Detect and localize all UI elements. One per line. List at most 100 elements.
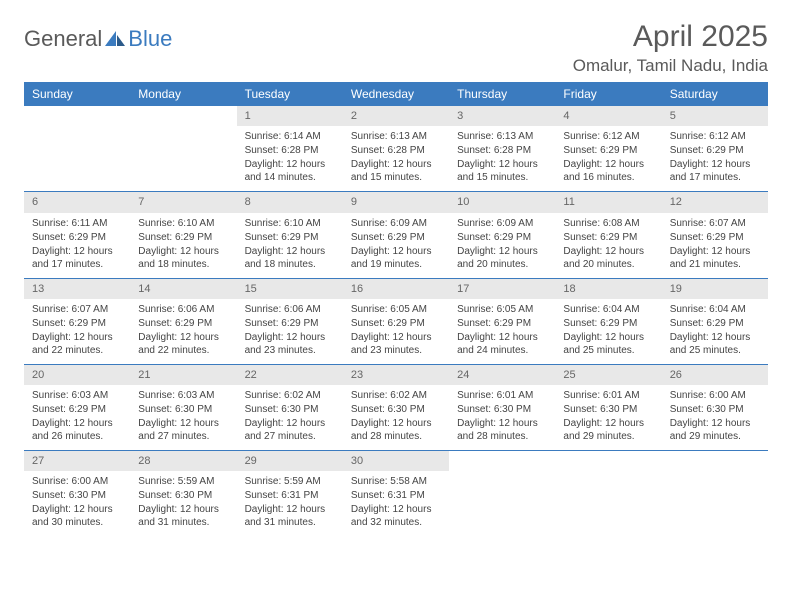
day-body: Sunrise: 6:01 AMSunset: 6:30 PMDaylight:… xyxy=(555,385,661,450)
daylight-line: Daylight: 12 hours and 23 minutes. xyxy=(351,331,441,357)
sunrise-line: Sunrise: 6:13 AM xyxy=(457,130,547,143)
sunset-line: Sunset: 6:29 PM xyxy=(32,403,122,416)
sunrise-line: Sunrise: 6:10 AM xyxy=(138,217,228,230)
weekday-header: Wednesday xyxy=(343,82,449,106)
sunset-line: Sunset: 6:30 PM xyxy=(32,489,122,502)
calendar-empty-cell xyxy=(24,106,130,192)
sunset-line: Sunset: 6:29 PM xyxy=(670,231,760,244)
calendar-day-cell: 22Sunrise: 6:02 AMSunset: 6:30 PMDayligh… xyxy=(237,364,343,450)
day-body: Sunrise: 5:59 AMSunset: 6:30 PMDaylight:… xyxy=(130,471,236,536)
sunset-line: Sunset: 6:31 PM xyxy=(351,489,441,502)
calendar-week-row: 20Sunrise: 6:03 AMSunset: 6:29 PMDayligh… xyxy=(24,364,768,450)
day-number: 29 xyxy=(237,451,343,471)
sunrise-line: Sunrise: 6:12 AM xyxy=(563,130,653,143)
calendar-day-cell: 1Sunrise: 6:14 AMSunset: 6:28 PMDaylight… xyxy=(237,106,343,192)
sunrise-line: Sunrise: 6:06 AM xyxy=(245,303,335,316)
calendar-day-cell: 23Sunrise: 6:02 AMSunset: 6:30 PMDayligh… xyxy=(343,364,449,450)
calendar-day-cell: 21Sunrise: 6:03 AMSunset: 6:30 PMDayligh… xyxy=(130,364,236,450)
day-number: 30 xyxy=(343,451,449,471)
day-number: 18 xyxy=(555,279,661,299)
weekday-header: Tuesday xyxy=(237,82,343,106)
day-body: Sunrise: 6:06 AMSunset: 6:29 PMDaylight:… xyxy=(237,299,343,364)
day-number: 13 xyxy=(24,279,130,299)
weekday-header: Monday xyxy=(130,82,236,106)
calendar-day-cell: 11Sunrise: 6:08 AMSunset: 6:29 PMDayligh… xyxy=(555,192,661,278)
calendar-day-cell: 16Sunrise: 6:05 AMSunset: 6:29 PMDayligh… xyxy=(343,278,449,364)
calendar-day-cell: 13Sunrise: 6:07 AMSunset: 6:29 PMDayligh… xyxy=(24,278,130,364)
day-body: Sunrise: 6:06 AMSunset: 6:29 PMDaylight:… xyxy=(130,299,236,364)
day-number: 6 xyxy=(24,192,130,212)
sunrise-line: Sunrise: 6:00 AM xyxy=(32,475,122,488)
calendar-empty-cell xyxy=(555,451,661,537)
sunset-line: Sunset: 6:28 PM xyxy=(457,144,547,157)
calendar-day-cell: 26Sunrise: 6:00 AMSunset: 6:30 PMDayligh… xyxy=(662,364,768,450)
day-number: 14 xyxy=(130,279,236,299)
day-body: Sunrise: 6:09 AMSunset: 6:29 PMDaylight:… xyxy=(449,213,555,278)
location-text: Omalur, Tamil Nadu, India xyxy=(573,56,768,76)
daylight-line: Daylight: 12 hours and 28 minutes. xyxy=(351,417,441,443)
daylight-line: Daylight: 12 hours and 20 minutes. xyxy=(457,245,547,271)
day-body: Sunrise: 6:10 AMSunset: 6:29 PMDaylight:… xyxy=(237,213,343,278)
sunrise-line: Sunrise: 5:58 AM xyxy=(351,475,441,488)
sunrise-line: Sunrise: 6:13 AM xyxy=(351,130,441,143)
day-number: 22 xyxy=(237,365,343,385)
logo-word-2: Blue xyxy=(128,26,172,52)
calendar-day-cell: 18Sunrise: 6:04 AMSunset: 6:29 PMDayligh… xyxy=(555,278,661,364)
calendar-day-cell: 19Sunrise: 6:04 AMSunset: 6:29 PMDayligh… xyxy=(662,278,768,364)
sunset-line: Sunset: 6:29 PM xyxy=(351,317,441,330)
calendar-table: SundayMondayTuesdayWednesdayThursdayFrid… xyxy=(24,82,768,536)
logo: General Blue xyxy=(24,20,172,52)
sunset-line: Sunset: 6:29 PM xyxy=(670,317,760,330)
daylight-line: Daylight: 12 hours and 23 minutes. xyxy=(245,331,335,357)
calendar-day-cell: 12Sunrise: 6:07 AMSunset: 6:29 PMDayligh… xyxy=(662,192,768,278)
sunset-line: Sunset: 6:30 PM xyxy=(457,403,547,416)
daylight-line: Daylight: 12 hours and 32 minutes. xyxy=(351,503,441,529)
sunset-line: Sunset: 6:30 PM xyxy=(245,403,335,416)
sunrise-line: Sunrise: 6:02 AM xyxy=(351,389,441,402)
sunset-line: Sunset: 6:30 PM xyxy=(351,403,441,416)
day-number: 2 xyxy=(343,106,449,126)
day-number: 12 xyxy=(662,192,768,212)
weekday-header: Thursday xyxy=(449,82,555,106)
daylight-line: Daylight: 12 hours and 25 minutes. xyxy=(563,331,653,357)
day-number: 25 xyxy=(555,365,661,385)
calendar-day-cell: 15Sunrise: 6:06 AMSunset: 6:29 PMDayligh… xyxy=(237,278,343,364)
day-body: Sunrise: 6:03 AMSunset: 6:29 PMDaylight:… xyxy=(24,385,130,450)
day-body: Sunrise: 6:01 AMSunset: 6:30 PMDaylight:… xyxy=(449,385,555,450)
sunset-line: Sunset: 6:30 PM xyxy=(138,403,228,416)
day-number: 8 xyxy=(237,192,343,212)
day-body: Sunrise: 6:08 AMSunset: 6:29 PMDaylight:… xyxy=(555,213,661,278)
sunrise-line: Sunrise: 5:59 AM xyxy=(138,475,228,488)
day-body: Sunrise: 6:12 AMSunset: 6:29 PMDaylight:… xyxy=(662,126,768,191)
sunrise-line: Sunrise: 5:59 AM xyxy=(245,475,335,488)
day-body: Sunrise: 6:05 AMSunset: 6:29 PMDaylight:… xyxy=(449,299,555,364)
day-number: 5 xyxy=(662,106,768,126)
calendar-day-cell: 7Sunrise: 6:10 AMSunset: 6:29 PMDaylight… xyxy=(130,192,236,278)
sunrise-line: Sunrise: 6:09 AM xyxy=(457,217,547,230)
daylight-line: Daylight: 12 hours and 29 minutes. xyxy=(563,417,653,443)
calendar-body: 1Sunrise: 6:14 AMSunset: 6:28 PMDaylight… xyxy=(24,106,768,536)
day-number: 28 xyxy=(130,451,236,471)
weekday-header-row: SundayMondayTuesdayWednesdayThursdayFrid… xyxy=(24,82,768,106)
calendar-week-row: 13Sunrise: 6:07 AMSunset: 6:29 PMDayligh… xyxy=(24,278,768,364)
calendar-day-cell: 29Sunrise: 5:59 AMSunset: 6:31 PMDayligh… xyxy=(237,451,343,537)
day-body: Sunrise: 6:00 AMSunset: 6:30 PMDaylight:… xyxy=(24,471,130,536)
calendar-empty-cell xyxy=(449,451,555,537)
day-body: Sunrise: 6:05 AMSunset: 6:29 PMDaylight:… xyxy=(343,299,449,364)
title-block: April 2025 Omalur, Tamil Nadu, India xyxy=(573,20,768,76)
day-body: Sunrise: 6:13 AMSunset: 6:28 PMDaylight:… xyxy=(343,126,449,191)
calendar-empty-cell xyxy=(662,451,768,537)
day-body: Sunrise: 6:04 AMSunset: 6:29 PMDaylight:… xyxy=(555,299,661,364)
calendar-day-cell: 4Sunrise: 6:12 AMSunset: 6:29 PMDaylight… xyxy=(555,106,661,192)
weekday-header: Sunday xyxy=(24,82,130,106)
sunrise-line: Sunrise: 6:14 AM xyxy=(245,130,335,143)
daylight-line: Daylight: 12 hours and 16 minutes. xyxy=(563,158,653,184)
calendar-day-cell: 6Sunrise: 6:11 AMSunset: 6:29 PMDaylight… xyxy=(24,192,130,278)
sunset-line: Sunset: 6:31 PM xyxy=(245,489,335,502)
weekday-header: Saturday xyxy=(662,82,768,106)
daylight-line: Daylight: 12 hours and 18 minutes. xyxy=(245,245,335,271)
sunrise-line: Sunrise: 6:05 AM xyxy=(351,303,441,316)
sunrise-line: Sunrise: 6:08 AM xyxy=(563,217,653,230)
sunset-line: Sunset: 6:30 PM xyxy=(670,403,760,416)
sunrise-line: Sunrise: 6:10 AM xyxy=(245,217,335,230)
